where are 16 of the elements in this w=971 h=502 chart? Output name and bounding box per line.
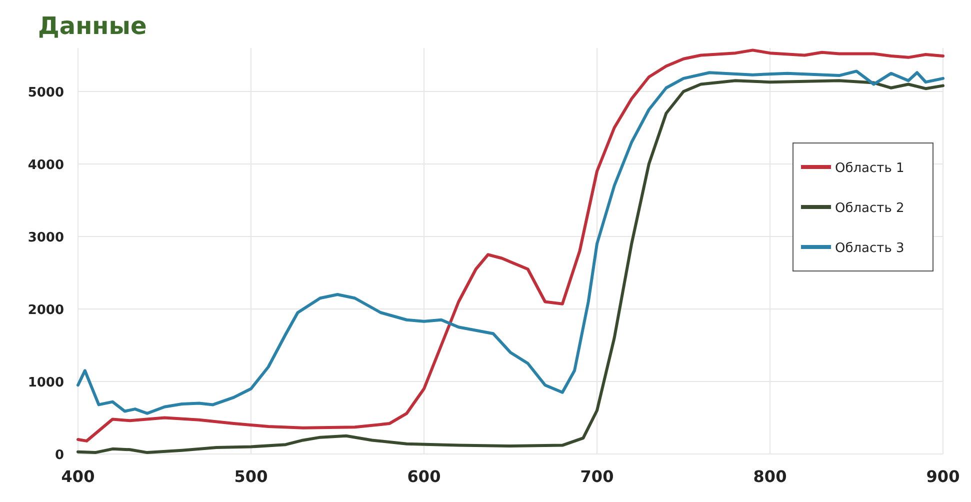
x-tick-label: 700 [580, 467, 614, 486]
x-tick-label: 500 [234, 467, 268, 486]
y-tick-label: 2000 [28, 303, 64, 318]
x-tick-label: 900 [926, 467, 960, 486]
y-tick-label: 5000 [28, 86, 64, 100]
legend-label: Область 1 [835, 161, 904, 176]
y-tick-label: 3000 [28, 230, 64, 246]
x-tick-label: 600 [407, 467, 441, 486]
y-tick-label: 1000 [28, 376, 64, 390]
y-tick-label: 0 [54, 448, 64, 463]
legend-label: Область 3 [835, 241, 904, 256]
y-tick-label: 4000 [28, 158, 64, 173]
x-tick-label: 400 [61, 467, 95, 486]
x-tick-label: 800 [753, 467, 787, 486]
legend-label: Область 2 [835, 201, 904, 216]
chart-title: Данные [38, 12, 147, 40]
